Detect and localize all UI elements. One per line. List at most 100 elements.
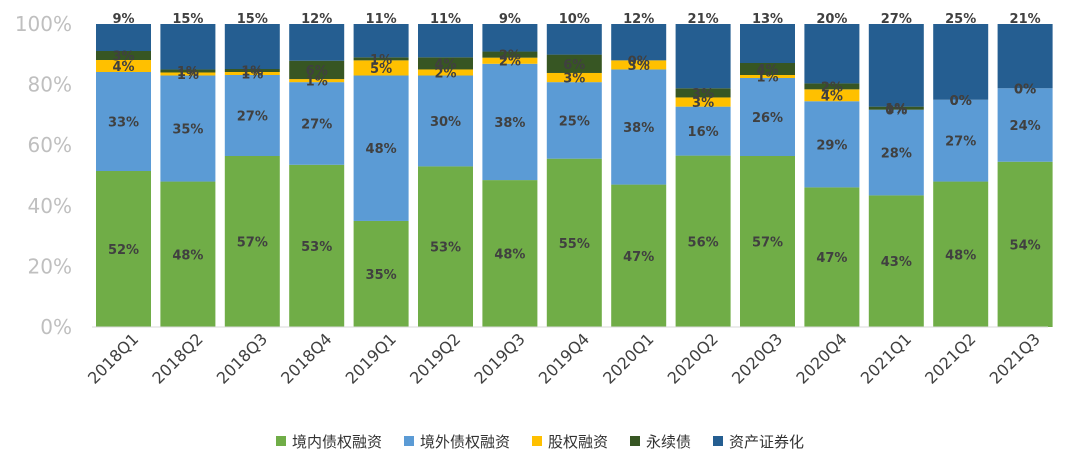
bar-segment [804,89,860,102]
data-label: 25% [945,12,976,27]
bar-segment [224,75,280,156]
bar-segment [804,24,860,84]
data-label: 30% [430,115,461,130]
bar-segment [160,69,216,73]
bar-segment [804,83,860,90]
data-label: 54% [1010,238,1041,253]
data-label: 4% [756,63,778,78]
x-tick-label: 2020Q2 [664,329,722,387]
legend-item: 境外债权融资 [403,431,510,452]
data-label: 56% [688,235,719,250]
data-label: 52% [108,243,139,258]
bar-segment [289,79,345,83]
bar-segment [289,24,345,61]
data-label: 3% [692,96,714,111]
data-label: 1% [241,68,263,83]
data-label: 2% [499,49,521,64]
legend-item: 永续债 [630,431,691,452]
data-label: 21% [688,12,719,27]
bar-segment [160,181,216,327]
x-axis: 2018Q1 2018Q2 2018Q3 2018Q4 2019Q1 2019Q2 2019… [84,329,1044,387]
data-label: 15% [172,12,203,27]
data-label: 4% [821,89,843,104]
legend-swatch [630,436,640,446]
bar-segment [804,187,860,327]
data-label: 24% [1010,119,1041,134]
bar-segment [482,57,538,64]
bar-segment [933,99,989,182]
data-label: 2% [434,66,456,81]
bar-segment [224,69,280,72]
data-label: 15% [237,12,268,27]
data-label: 38% [494,116,525,131]
bar-segment [611,24,667,61]
data-label: 9% [112,12,134,27]
x-tick-label: 2019Q2 [406,329,464,387]
bar-segment [868,109,924,196]
bar-segment [675,88,731,98]
x-tick-label: 2018Q3 [213,329,271,387]
data-label: 21% [1010,12,1041,27]
data-label: 1% [177,65,199,80]
bar-segment [96,60,151,72]
bar-segment [740,78,795,156]
bar-segment [933,181,989,327]
data-label: 1% [306,75,328,90]
bar-segment [997,24,1053,89]
x-tick-label: 2019Q1 [342,329,400,387]
data-label: 0% [1014,82,1036,97]
x-tick-label: 2021Q1 [857,329,915,387]
bar-segment [740,63,795,75]
bar-segment [96,51,151,60]
x-tick-label: 2020Q1 [599,329,657,387]
x-tick-label: 2021Q2 [921,329,979,387]
data-label: 0% [885,104,907,119]
bar-segment [675,24,731,89]
data-label: 12% [301,12,332,27]
y-tick-label: 40% [28,194,72,218]
y-axis: 0% 20% 40% 60% 80% 100% [15,12,72,339]
data-label: 33% [108,116,139,131]
bar-segment [933,24,989,100]
bar-segment [675,106,731,156]
legend-swatch [275,436,286,446]
data-label: 3% [112,50,134,65]
bar-segment [675,97,731,107]
data-label: 35% [172,123,203,138]
bar-segment [353,57,409,61]
legend-label: 资产证券化 [729,432,805,451]
data-label: 0% [950,94,972,109]
data-labels: 52%33%4%3%9%48%35%1%1%15%57%27%1%1%15%53… [108,12,1041,283]
bar-segment [353,75,409,221]
bar-segment [289,82,345,165]
bar-segment [418,69,473,76]
bar-segment [160,75,216,182]
bar-segment [546,82,602,159]
data-label: 12% [623,12,654,27]
data-label: 27% [301,117,332,132]
bar-segment [611,69,667,185]
bar-segment [418,57,473,70]
bar-segment [224,72,280,75]
data-label: 1% [885,102,907,117]
bar-segment [675,155,731,327]
y-tick-label: 100% [15,12,72,36]
data-label: 13% [752,12,783,27]
data-label: 48% [494,248,525,263]
data-label: 2% [821,80,843,95]
bar-segment [546,72,602,83]
data-label: 1% [756,71,778,86]
data-label: 4% [112,60,134,75]
legend-swatch [713,436,724,446]
data-label: 43% [881,255,912,270]
bar-segment [418,166,473,327]
data-label: 0% [628,54,650,69]
data-label: 6% [306,64,328,79]
bar-segment [868,106,924,110]
x-tick-label: 2021Q3 [986,329,1044,387]
legend-item: 境内债权融资 [275,431,382,452]
data-label: 48% [945,248,976,263]
legend-label: 股权融资 [547,432,608,451]
data-label: 11% [430,12,461,27]
